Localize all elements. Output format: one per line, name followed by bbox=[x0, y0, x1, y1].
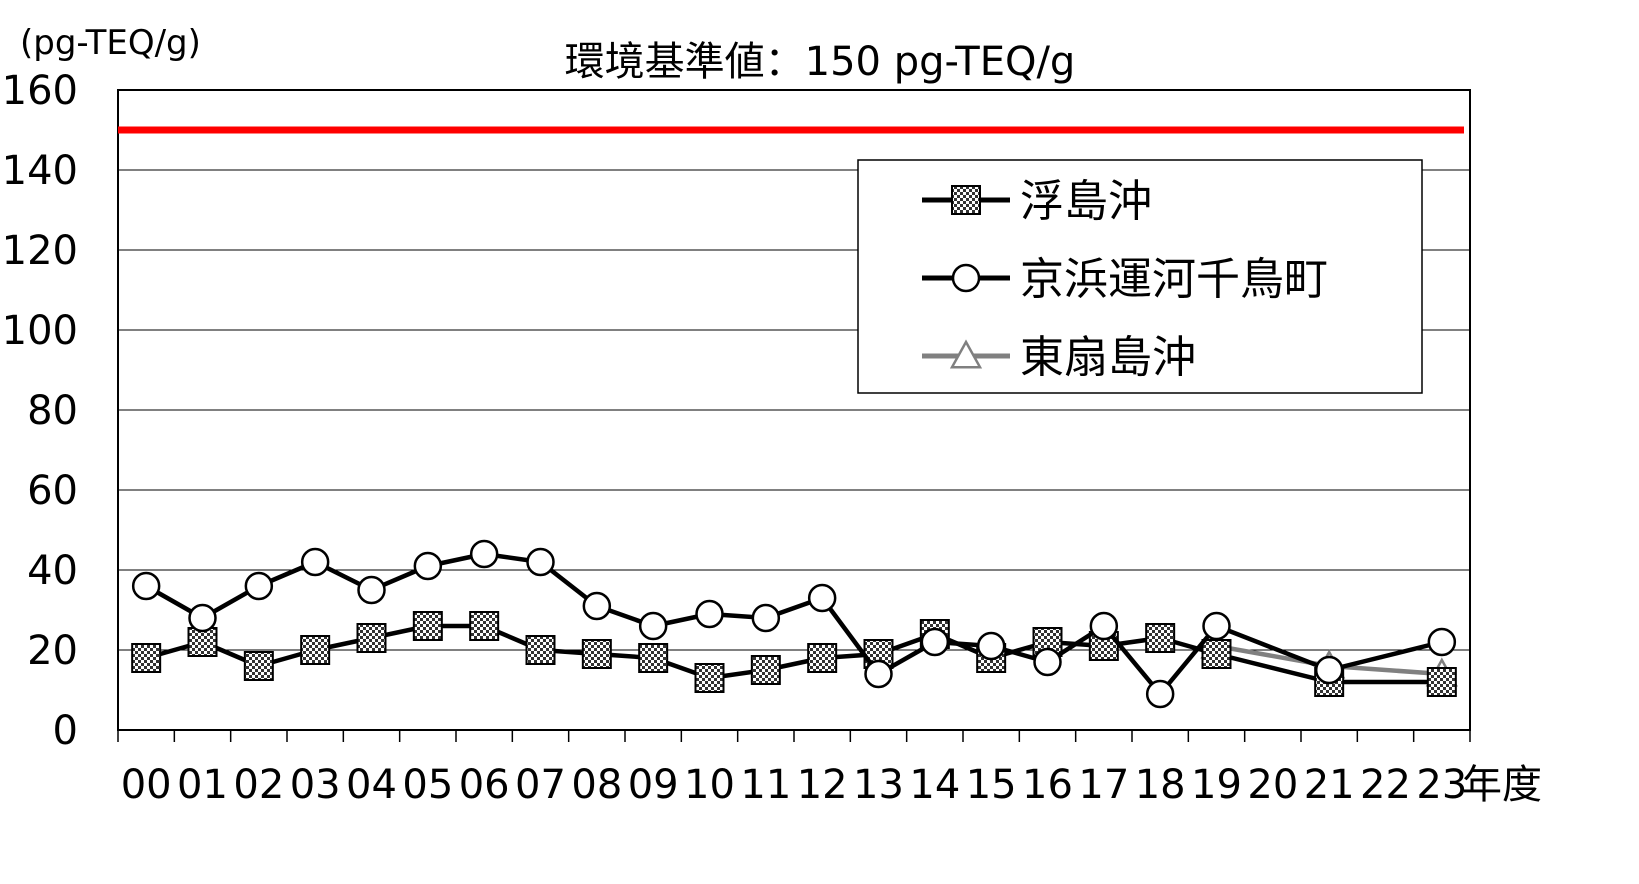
legend-label: 京浜運河千鳥町 bbox=[1020, 254, 1328, 305]
data-point-circle bbox=[1314, 655, 1344, 685]
y-tick-label: 0 bbox=[53, 708, 78, 754]
data-point-circle bbox=[244, 571, 274, 601]
x-tick-label: 20 bbox=[1247, 762, 1298, 808]
series-group bbox=[131, 539, 1458, 709]
y-tick-label: 60 bbox=[27, 468, 78, 514]
y-tick-label: 80 bbox=[27, 388, 78, 434]
y-tick-label: 120 bbox=[2, 228, 78, 274]
data-point-circle bbox=[1033, 647, 1062, 677]
x-tick-label: 16 bbox=[1022, 762, 1073, 808]
series-1 bbox=[131, 539, 1457, 709]
data-point-square bbox=[1201, 639, 1232, 669]
data-point-circle bbox=[864, 659, 893, 689]
x-tick-label: 00 bbox=[121, 762, 172, 808]
y-tick-label: 160 bbox=[2, 68, 78, 114]
y-tick-label: 100 bbox=[2, 308, 78, 354]
data-point-circle bbox=[1427, 627, 1457, 657]
data-point-circle bbox=[951, 263, 981, 293]
y-axis-unit-label: (pg-TEQ/g) bbox=[20, 23, 201, 63]
data-point-circle bbox=[976, 631, 1006, 661]
data-point-circle bbox=[638, 611, 668, 641]
y-tick-label: 140 bbox=[2, 148, 78, 194]
x-tick-label: 05 bbox=[402, 762, 453, 808]
x-tick-label: 21 bbox=[1304, 762, 1355, 808]
data-point-circle bbox=[1145, 679, 1175, 709]
legend-item: 京浜運河千鳥町 bbox=[922, 254, 1328, 305]
data-point-circle bbox=[695, 599, 724, 629]
x-axis-unit-label: 年度 bbox=[1462, 762, 1542, 808]
x-axis: 00 01 02 03 04 05 06 07 08 09 10 11 12 13 14 15 16 17 18 19… bbox=[117, 730, 1471, 808]
x-tick-label: 17 bbox=[1078, 762, 1129, 808]
data-point-circle bbox=[807, 583, 837, 613]
x-tick-label: 19 bbox=[1191, 762, 1242, 808]
x-tick-label: 15 bbox=[966, 762, 1017, 808]
data-point-circle bbox=[300, 547, 330, 577]
series-line bbox=[145, 623, 1442, 685]
data-point-square bbox=[1426, 667, 1457, 697]
data-point-square bbox=[525, 635, 556, 665]
y-tick-label: 40 bbox=[27, 548, 78, 594]
data-point-circle bbox=[582, 591, 612, 621]
data-point-circle bbox=[751, 603, 781, 633]
data-point-square bbox=[243, 651, 274, 681]
x-tick-label: 18 bbox=[1135, 762, 1186, 808]
data-point-square bbox=[951, 185, 981, 215]
data-point-circle bbox=[920, 627, 950, 657]
data-point-circle bbox=[1089, 611, 1119, 641]
data-point-circle bbox=[131, 571, 161, 601]
data-point-square bbox=[1145, 623, 1176, 653]
chart-title: 環境基準値：150 pg-TEQ/g bbox=[565, 39, 1076, 85]
data-point-circle bbox=[1202, 611, 1231, 641]
legend-item: 東扇島沖 bbox=[922, 332, 1196, 383]
y-axis: 0 20 40 60 80 100 120 140 160 bbox=[2, 68, 78, 754]
data-point-square bbox=[750, 655, 781, 685]
x-tick-label: 02 bbox=[233, 762, 284, 808]
data-point-square bbox=[412, 611, 443, 641]
data-point-circle bbox=[413, 551, 443, 581]
legend-label: 浮島沖 bbox=[1020, 176, 1152, 227]
x-tick-label: 11 bbox=[740, 762, 791, 808]
data-point-square bbox=[300, 635, 331, 665]
series-line bbox=[145, 551, 1443, 697]
data-point-circle bbox=[526, 547, 555, 577]
x-tick-label: 04 bbox=[346, 762, 397, 808]
data-point-triangle bbox=[949, 339, 983, 369]
x-tick-label: 09 bbox=[628, 762, 679, 808]
x-tick-label: 01 bbox=[177, 762, 228, 808]
x-tick-label: 12 bbox=[797, 762, 848, 808]
x-tick-label: 03 bbox=[290, 762, 341, 808]
x-tick-label: 14 bbox=[909, 762, 960, 808]
gridlines bbox=[118, 169, 1470, 651]
legend-label: 東扇島沖 bbox=[1020, 332, 1196, 383]
y-tick-label: 20 bbox=[27, 628, 78, 674]
x-tick-label: 06 bbox=[459, 762, 510, 808]
x-tick-label: 23 bbox=[1416, 762, 1467, 808]
x-tick-label: 07 bbox=[515, 762, 566, 808]
data-point-square bbox=[638, 643, 669, 673]
x-tick-label: 10 bbox=[684, 762, 735, 808]
data-point-square bbox=[581, 639, 612, 669]
data-point-circle bbox=[469, 539, 499, 569]
data-point-circle bbox=[357, 575, 386, 605]
x-tick-label: 08 bbox=[571, 762, 622, 808]
data-point-circle bbox=[188, 603, 217, 633]
data-point-square bbox=[356, 623, 387, 653]
x-tick-label: 22 bbox=[1360, 762, 1411, 808]
data-point-square bbox=[694, 663, 725, 693]
data-point-square bbox=[469, 611, 500, 641]
data-point-square bbox=[131, 643, 162, 673]
legend-item: 浮島沖 bbox=[922, 176, 1152, 227]
x-tick-label: 13 bbox=[853, 762, 904, 808]
data-point-square bbox=[807, 643, 838, 673]
